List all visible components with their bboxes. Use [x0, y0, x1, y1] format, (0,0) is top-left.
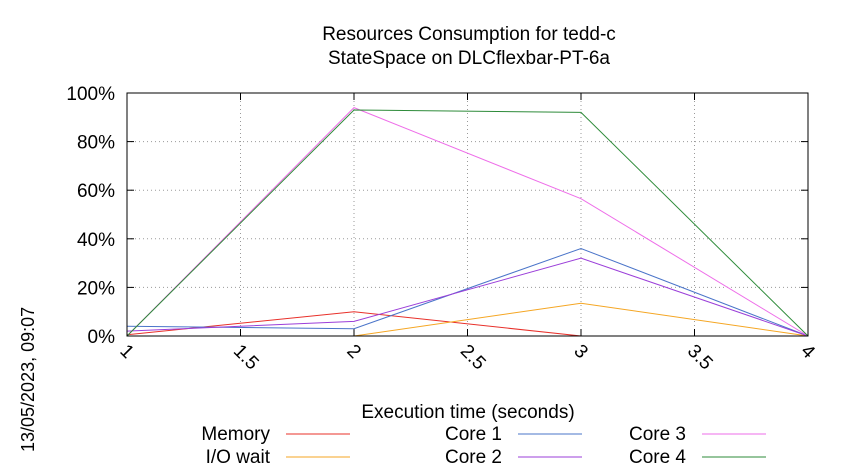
legend-label-core-4: Core 4	[629, 447, 686, 468]
chart-title-line-2: StateSpace on DLCflexbar-PT-6a	[328, 48, 610, 69]
x-axis-label: Execution time (seconds)	[361, 402, 574, 423]
x-tick-label: 1	[115, 341, 137, 363]
series-line-core-1	[126, 247, 809, 337]
y-tick-label: 100%	[66, 84, 115, 105]
plot-frame	[126, 92, 809, 337]
axis-ticks: 0% 20% 40% 60% 80% 100% 1 1.5 2 2.5 3 3.5 4	[66, 84, 819, 374]
legend-label-i-o-wait: I/O wait	[206, 447, 271, 468]
y-tick-label: 80%	[77, 133, 115, 154]
grid	[127, 93, 808, 336]
x-tick-label: 2	[342, 341, 364, 363]
y-tick-label: 20%	[77, 278, 115, 299]
y-tick-label: 60%	[77, 181, 115, 202]
x-tick-label: 3.5	[683, 341, 717, 375]
series-line-core-3	[126, 107, 809, 337]
series-line-core-4	[126, 109, 809, 337]
chart-title-line-1: Resources Consumption for tedd-c	[322, 24, 616, 45]
x-tick-label: 1.5	[229, 341, 263, 375]
series-line-core-2	[126, 257, 809, 337]
x-tick-label: 2.5	[456, 341, 490, 375]
y-tick-label: 0%	[88, 327, 116, 348]
x-tick-label: 3	[569, 341, 591, 363]
timestamp-label: 13/05/2023, 09:07	[18, 307, 38, 452]
y-tick-label: 40%	[77, 230, 115, 251]
legend-label-core-3: Core 3	[629, 424, 686, 445]
legend-label-memory: Memory	[201, 424, 270, 445]
legend-label-core-1: Core 1	[445, 424, 502, 445]
x-tick-label: 4	[796, 341, 819, 364]
legend-label-core-2: Core 2	[445, 447, 502, 468]
